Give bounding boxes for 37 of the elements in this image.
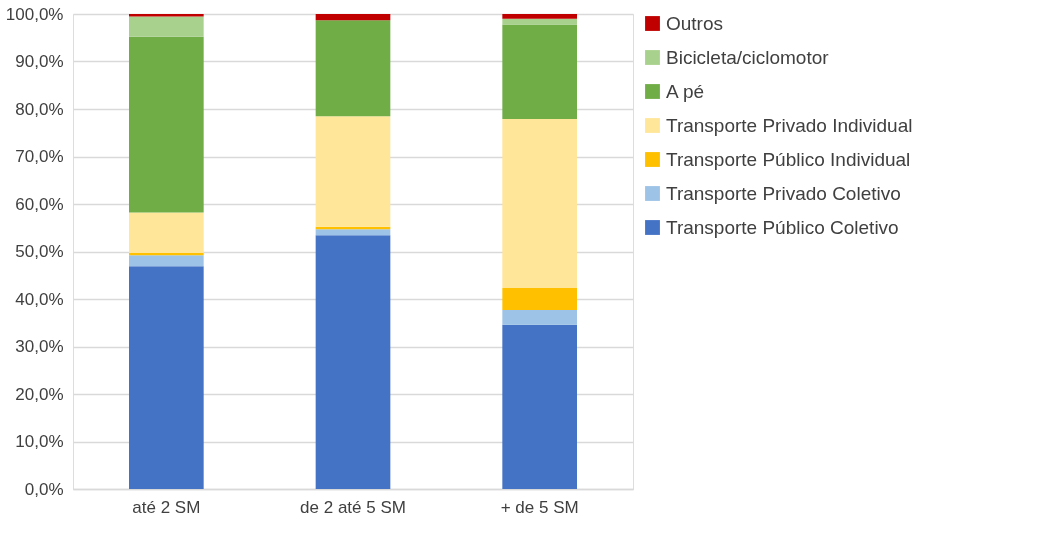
bar [502,309,577,325]
y-tick-label: 80,0% [15,99,64,119]
y-tick-label: 90,0% [15,52,64,71]
bar [315,20,391,117]
bar [129,36,204,213]
bar [315,229,391,236]
y-tick-label: 30,0% [15,337,64,356]
legend-label: Transporte Público Coletivo [666,216,899,238]
bar [502,24,577,119]
y-tick-label: 20,0% [15,384,64,404]
legend-label: Transporte Privado Coletivo [666,182,901,204]
bar [129,212,204,253]
bar [315,235,391,489]
bar [315,116,391,227]
bar [315,14,391,21]
legend-label: Bicicleta/ciclomotor [666,46,830,68]
y-tick-label: 70,0% [15,147,64,166]
legend-label: Outros [666,12,724,34]
y-tick-label: 40,0% [15,289,64,309]
bar [129,16,204,37]
y-tick-label: 10,0% [15,432,64,451]
bar [129,266,204,489]
legend-label: Transporte Privado Individual [666,114,913,136]
bar [502,14,577,19]
y-tick-label: 0,0% [24,479,64,499]
x-tick-label: de 2 até 5 SM [300,497,406,517]
bar [502,118,577,289]
x-tick-label: + de 5 SM [500,497,579,517]
bar [502,324,577,489]
y-tick-label: 60,0% [15,194,64,214]
bar [502,288,577,310]
legend-label: A pé [666,80,705,102]
bar [129,255,204,267]
y-tick-label: 100,0% [5,4,64,24]
legend-label: Transporte Público Individual [666,148,911,170]
x-tick-label: até 2 SM [132,497,201,517]
y-tick-label: 50,0% [15,242,64,261]
